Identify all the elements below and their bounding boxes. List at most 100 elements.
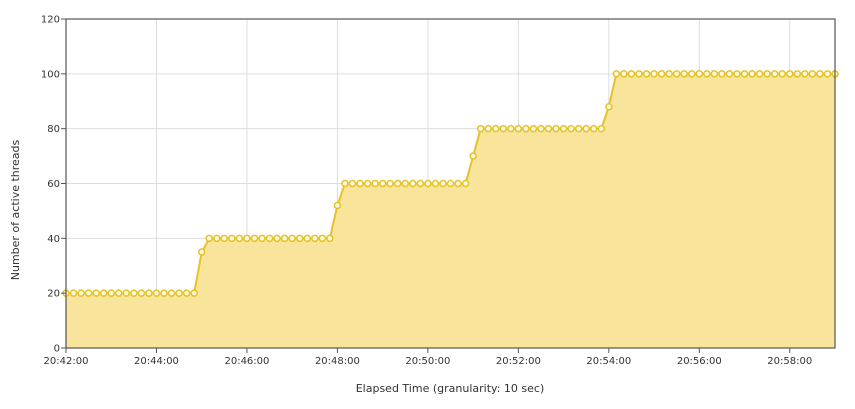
data-point [167,289,176,297]
data-point [491,124,500,133]
data-point [333,201,342,210]
y-axis-ticks: 0 20 40 60 80 100 120 [41,15,66,355]
data-point [612,70,621,78]
data-point [409,179,417,188]
data-point [688,70,696,78]
data-point [99,289,108,297]
data-point [371,179,379,188]
data-point [733,70,741,78]
x-tick-label: 20:48:00 [315,356,360,367]
x-axis-title: Elapsed Time (granularity: 10 sec) [356,382,545,395]
data-point [243,234,251,243]
data-point [273,234,281,243]
x-tick-label: 20:52:00 [496,356,541,367]
data-point [348,179,357,188]
data-point [544,124,553,133]
y-tick-label: 20 [47,289,60,300]
data-point [431,179,440,188]
data-point [386,179,394,188]
x-tick-label: 20:42:00 [44,356,89,367]
data-point [190,289,198,297]
data-point [529,124,538,133]
x-tick-label: 20:44:00 [134,356,179,367]
data-point [318,234,327,243]
data-point [476,124,485,133]
data-point [220,234,229,243]
x-tick-label: 20:50:00 [405,356,450,367]
data-point [295,234,304,243]
x-tick-label: 20:46:00 [224,356,269,367]
data-point [665,70,673,78]
data-point [250,234,259,243]
data-point [589,124,598,133]
data-point [657,70,666,78]
data-point [439,179,447,188]
data-point [703,70,711,78]
data-point [718,70,726,78]
data-point [461,179,470,188]
data-point [122,289,131,297]
y-tick-label: 100 [41,69,60,80]
data-point [341,179,349,188]
data-point [137,289,146,297]
y-axis-title: Number of active threads [9,139,22,280]
data-point [507,124,515,133]
data-point [326,234,334,243]
data-point [499,124,508,133]
data-point [401,179,410,188]
data-point [582,124,590,133]
data-point [763,70,771,78]
data-point [484,124,492,133]
y-tick-label: 120 [41,15,60,26]
data-point [363,179,372,188]
data-point [725,70,734,78]
data-point [635,70,643,78]
data-point [620,70,628,78]
data-point [710,70,719,78]
data-point [356,179,364,188]
data-point [152,289,161,297]
data-point [454,179,462,188]
data-point [695,70,704,78]
data-point [514,124,523,133]
data-point [69,289,78,297]
data-point [740,70,749,78]
data-point [748,70,756,78]
y-tick-label: 80 [47,124,60,135]
data-point [213,234,221,243]
data-point [755,70,764,78]
data-point [235,234,244,243]
data-point [567,124,575,133]
data-point [288,234,296,243]
data-point [642,70,651,78]
data-point [130,289,138,297]
y-tick-label: 0 [54,344,60,355]
data-point [258,234,266,243]
data-point [672,70,681,78]
data-point [311,234,319,243]
data-point [793,70,802,78]
data-point [574,124,583,133]
data-point [182,289,191,297]
data-point [786,70,794,78]
data-point [228,234,236,243]
data-point [605,102,613,111]
x-tick-label: 20:58:00 [767,356,812,367]
data-point [770,70,779,78]
data-point-markers [62,70,839,297]
data-point [265,234,274,243]
data-point [552,124,560,133]
data-point [378,179,387,188]
x-axis-ticks: 20:42:00 20:44:00 20:46:00 20:48:00 20:50:00… [44,348,812,367]
data-point [469,152,477,160]
x-tick-label: 20:54:00 [586,356,631,367]
data-point [197,248,206,256]
data-point [823,70,832,78]
data-point [801,70,809,78]
data-point [84,289,93,297]
data-point [627,70,636,78]
data-point [77,289,85,297]
data-point [816,70,824,78]
x-tick-label: 20:56:00 [677,356,722,367]
